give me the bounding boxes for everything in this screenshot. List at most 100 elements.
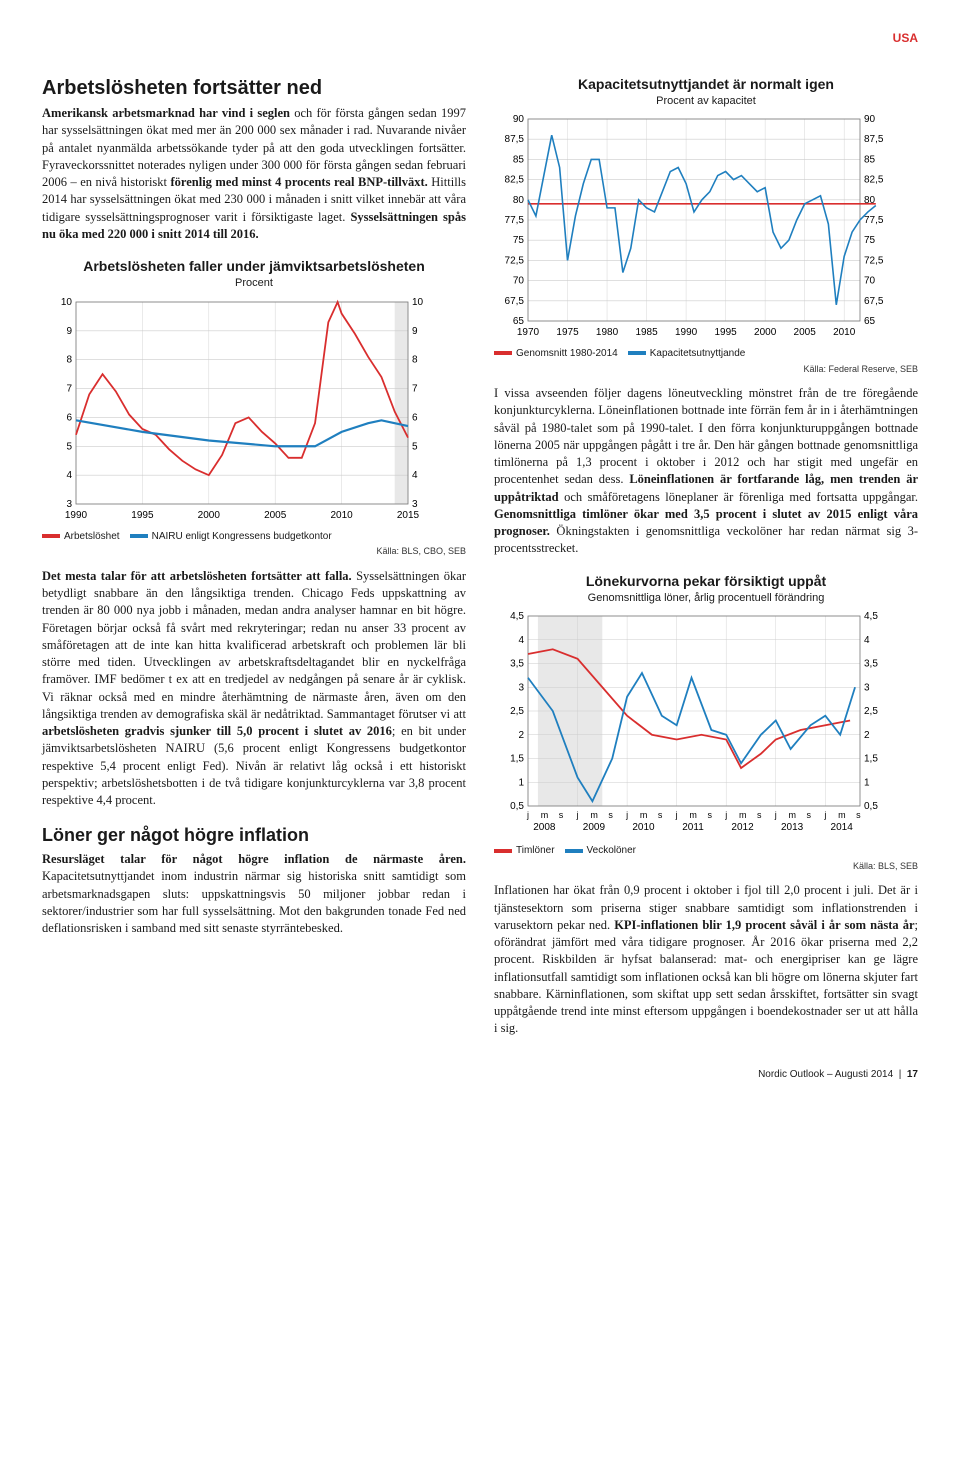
chart2-svg: 656567,567,5707072,572,5757577,577,58080…: [494, 113, 918, 343]
svg-text:70: 70: [864, 276, 876, 287]
svg-text:2010: 2010: [330, 510, 353, 521]
svg-text:1: 1: [864, 777, 870, 788]
svg-text:6: 6: [66, 412, 72, 423]
svg-text:75: 75: [513, 235, 525, 246]
svg-text:4: 4: [412, 470, 418, 481]
chart3-source: Källa: BLS, SEB: [494, 860, 918, 872]
chart1-source: Källa: BLS, CBO, SEB: [42, 545, 466, 557]
svg-text:2013: 2013: [781, 822, 804, 833]
svg-text:0,5: 0,5: [510, 801, 524, 812]
chart1-svg: 3344556677889910101990199520002005201020…: [42, 296, 466, 526]
svg-text:82,5: 82,5: [864, 175, 884, 186]
chart1-subtitle: Procent: [42, 276, 466, 291]
svg-text:90: 90: [864, 114, 876, 125]
legend-swatch: [42, 534, 60, 538]
svg-text:3: 3: [66, 499, 72, 510]
left-p3: Resursläget talar för något högre inflat…: [42, 851, 466, 937]
legend-label: Kapacitetsutnyttjande: [650, 348, 746, 359]
svg-text:m: m: [838, 810, 846, 820]
svg-text:2005: 2005: [264, 510, 287, 521]
svg-text:s: s: [608, 810, 613, 820]
chart3-block: Lönekurvorna pekar försiktigt uppåt Geno…: [494, 572, 918, 873]
svg-text:4: 4: [518, 635, 524, 646]
svg-text:10: 10: [412, 297, 424, 308]
svg-text:s: s: [559, 810, 564, 820]
svg-text:2,5: 2,5: [864, 706, 878, 717]
svg-text:77,5: 77,5: [505, 215, 525, 226]
svg-text:m: m: [689, 810, 697, 820]
svg-text:j: j: [774, 810, 777, 820]
svg-text:j: j: [625, 810, 628, 820]
right-column: Kapacitetsutnyttjandet är normalt igen P…: [494, 75, 918, 1038]
svg-text:2000: 2000: [198, 510, 221, 521]
svg-text:3: 3: [864, 682, 870, 693]
svg-text:65: 65: [513, 316, 525, 327]
svg-text:72,5: 72,5: [864, 255, 884, 266]
right-p1: I vissa avseenden följer dagens löneutve…: [494, 385, 918, 558]
svg-text:2008: 2008: [533, 822, 556, 833]
svg-text:s: s: [856, 810, 861, 820]
legend-swatch: [494, 351, 512, 355]
chart2-subtitle: Procent av kapacitet: [494, 94, 918, 109]
svg-text:2: 2: [518, 730, 524, 741]
svg-text:2012: 2012: [731, 822, 754, 833]
svg-text:4: 4: [66, 470, 72, 481]
svg-text:s: s: [757, 810, 762, 820]
legend-swatch: [130, 534, 148, 538]
chart2-legend: Genomsnitt 1980-2014Kapacitetsutnyttjand…: [494, 347, 918, 361]
svg-text:1970: 1970: [517, 327, 540, 338]
header-country: USA: [42, 30, 918, 47]
svg-text:5: 5: [412, 441, 418, 452]
svg-text:1975: 1975: [556, 327, 579, 338]
svg-text:1990: 1990: [65, 510, 88, 521]
svg-text:87,5: 87,5: [505, 134, 525, 145]
svg-text:2011: 2011: [682, 822, 704, 833]
svg-text:4: 4: [864, 635, 870, 646]
right-p2: Inflationen har ökat från 0,9 procent i …: [494, 882, 918, 1037]
svg-text:2000: 2000: [754, 327, 777, 338]
svg-text:m: m: [789, 810, 797, 820]
svg-text:8: 8: [66, 354, 72, 365]
legend-swatch: [565, 849, 583, 853]
svg-text:1995: 1995: [714, 327, 737, 338]
svg-text:2010: 2010: [833, 327, 856, 338]
svg-text:j: j: [526, 810, 529, 820]
svg-text:2014: 2014: [831, 822, 854, 833]
svg-text:82,5: 82,5: [505, 175, 525, 186]
svg-text:10: 10: [61, 297, 73, 308]
svg-text:2,5: 2,5: [510, 706, 524, 717]
svg-text:67,5: 67,5: [505, 296, 525, 307]
svg-text:3: 3: [412, 499, 418, 510]
svg-text:85: 85: [513, 154, 525, 165]
svg-text:9: 9: [412, 325, 418, 336]
svg-text:m: m: [640, 810, 648, 820]
chart1-title: Arbetslösheten faller under jämviktsarbe…: [42, 257, 466, 276]
left-h1: Arbetslösheten fortsätter ned: [42, 75, 466, 103]
svg-text:j: j: [675, 810, 678, 820]
svg-text:3,5: 3,5: [864, 659, 878, 670]
svg-text:2010: 2010: [632, 822, 655, 833]
legend-label: NAIRU enligt Kongressens budgetkontor: [152, 531, 332, 542]
svg-text:s: s: [807, 810, 812, 820]
svg-text:1,5: 1,5: [864, 754, 878, 765]
svg-text:2005: 2005: [794, 327, 817, 338]
chart1-legend: ArbetslöshetNAIRU enligt Kongressens bud…: [42, 530, 466, 544]
chart3-legend: TimlönerVeckolöner: [494, 844, 918, 858]
svg-text:2015: 2015: [397, 510, 420, 521]
svg-text:7: 7: [412, 383, 418, 394]
svg-text:m: m: [739, 810, 747, 820]
page-footer: Nordic Outlook – Augusti 2014 | 17: [42, 1068, 918, 1082]
chart2-source: Källa: Federal Reserve, SEB: [494, 363, 918, 375]
footer-pub: Nordic Outlook – Augusti 2014: [758, 1069, 893, 1080]
svg-text:j: j: [576, 810, 579, 820]
chart1-block: Arbetslösheten faller under jämviktsarbe…: [42, 257, 466, 558]
svg-text:6: 6: [412, 412, 418, 423]
legend-swatch: [494, 849, 512, 853]
legend-swatch: [628, 351, 646, 355]
left-h2: Löner ger något högre inflation: [42, 823, 466, 848]
left-column: Arbetslösheten fortsätter ned Amerikansk…: [42, 75, 466, 1038]
svg-text:3: 3: [518, 682, 524, 693]
svg-text:90: 90: [513, 114, 525, 125]
svg-text:77,5: 77,5: [864, 215, 884, 226]
svg-text:j: j: [823, 810, 826, 820]
